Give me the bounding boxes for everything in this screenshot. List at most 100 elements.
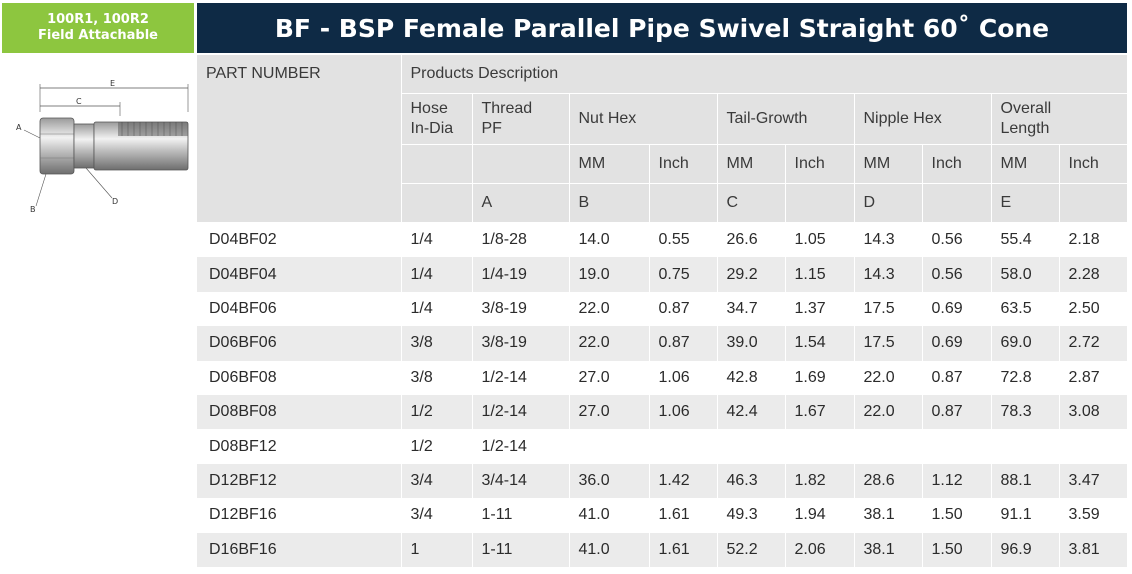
cell-tail-growth-mm: 52.2 — [717, 532, 786, 567]
cell-nut-hex-inch: 1.06 — [649, 360, 718, 395]
header-empty — [401, 183, 473, 223]
cell-overall-length-inch: 2.72 — [1059, 326, 1128, 361]
header-letter-e: E — [991, 183, 1060, 223]
cell-nut-hex-inch: 1.42 — [649, 463, 718, 499]
table-row: D12BF12 3/4 3/4-14 36.0 1.42 46.3 1.82 28.6 1.12… — [197, 463, 1128, 499]
header-letter-b: B — [569, 183, 650, 223]
header-products-description: Products Description — [401, 55, 1128, 94]
cell-thread-pf: 1-11 — [472, 532, 570, 567]
cell-nut-hex-inch: 0.75 — [649, 257, 718, 292]
cell-thread-pf: 1/8-28 — [472, 222, 570, 258]
table-row: D04BF06 1/4 3/8-19 22.0 0.87 34.7 1.37 17.5 0.69… — [197, 291, 1128, 327]
cell-part-number: D04BF04 — [197, 257, 402, 292]
header-letter-c: C — [717, 183, 786, 223]
cell-nipple-hex-inch: 0.56 — [922, 222, 992, 258]
cell-overall-length-mm: 55.4 — [991, 222, 1060, 258]
cell-nut-hex-inch: 1.06 — [649, 394, 718, 430]
cell-nut-hex-mm: 27.0 — [569, 360, 650, 395]
table-row: D12BF16 3/4 1-11 41.0 1.61 49.3 1.94 38.1 1.50 91… — [197, 498, 1128, 533]
header-empty — [1059, 183, 1128, 223]
cell-part-number: D12BF12 — [197, 463, 402, 499]
cell-nipple-hex-inch: 0.69 — [922, 291, 992, 327]
cell-overall-length-inch: 2.18 — [1059, 222, 1128, 258]
cell-nipple-hex-inch — [922, 429, 992, 464]
cell-nut-hex-mm: 27.0 — [569, 394, 650, 430]
header-hose-in-dia: Hose In-Dia — [401, 93, 473, 145]
header-nut-hex-inch: Inch — [649, 144, 718, 184]
cell-overall-length-mm: 72.8 — [991, 360, 1060, 395]
cell-tail-growth-inch: 1.15 — [785, 257, 855, 292]
cell-overall-length-inch: 3.81 — [1059, 532, 1128, 567]
page-title: BF - BSP Female Parallel Pipe Swivel Str… — [197, 3, 1127, 53]
cell-part-number: D12BF16 — [197, 498, 402, 533]
cell-nipple-hex-mm: 22.0 — [854, 360, 923, 395]
cell-hose-in-dia: 3/8 — [401, 326, 473, 361]
cell-nut-hex-inch: 1.61 — [649, 498, 718, 533]
cell-tail-growth-inch: 1.54 — [785, 326, 855, 361]
diagram-label-c: C — [76, 97, 82, 106]
header-nipple-hex-inch: Inch — [922, 144, 992, 184]
cell-nipple-hex-mm: 17.5 — [854, 326, 923, 361]
header-letter-a: A — [472, 183, 570, 223]
cell-tail-growth-mm: 42.8 — [717, 360, 786, 395]
cell-thread-pf: 3/8-19 — [472, 326, 570, 361]
series-badge: 100R1, 100R2 Field Attachable — [2, 3, 194, 53]
diagram-label-b: B — [30, 205, 36, 214]
cell-tail-growth-inch: 1.69 — [785, 360, 855, 395]
header-nipple-hex: Nipple Hex — [854, 93, 992, 145]
cell-tail-growth-inch: 1.05 — [785, 222, 855, 258]
table-row: D06BF08 3/8 1/2-14 27.0 1.06 42.8 1.69 22.0 0.87… — [197, 360, 1128, 395]
cell-thread-pf: 3/8-19 — [472, 291, 570, 327]
cell-nut-hex-mm: 14.0 — [569, 222, 650, 258]
cell-nut-hex-inch — [649, 429, 718, 464]
cell-nipple-hex-mm: 14.3 — [854, 257, 923, 292]
cell-overall-length-inch: 2.87 — [1059, 360, 1128, 395]
cell-overall-length-inch: 3.08 — [1059, 394, 1128, 430]
cell-nipple-hex-mm: 28.6 — [854, 463, 923, 499]
fitting-diagram: E C A B D — [16, 79, 189, 214]
cell-nut-hex-mm — [569, 429, 650, 464]
cell-nut-hex-mm: 19.0 — [569, 257, 650, 292]
cell-part-number: D06BF08 — [197, 360, 402, 395]
cell-hose-in-dia: 3/8 — [401, 360, 473, 395]
badge-line-2: Field Attachable — [37, 28, 158, 43]
cell-nut-hex-mm: 41.0 — [569, 498, 650, 533]
cell-overall-length-mm — [991, 429, 1060, 464]
cell-nipple-hex-inch: 0.87 — [922, 360, 992, 395]
header-tail-growth: Tail-Growth — [717, 93, 855, 145]
cell-tail-growth-inch: 1.37 — [785, 291, 855, 327]
table-row: D04BF02 1/4 1/8-28 14.0 0.55 26.6 1.05 14.3 0.56… — [197, 222, 1128, 258]
header-empty — [401, 144, 473, 184]
cell-thread-pf: 1/2-14 — [472, 394, 570, 430]
header-tail-growth-mm: MM — [717, 144, 786, 184]
header-overall-length: Overall Length — [991, 93, 1128, 145]
cell-nipple-hex-mm: 17.5 — [854, 291, 923, 327]
cell-tail-growth-inch: 1.67 — [785, 394, 855, 430]
table-row: D08BF08 1/2 1/2-14 27.0 1.06 42.4 1.67 22.0 0.87… — [197, 394, 1128, 430]
cell-thread-pf: 3/4-14 — [472, 463, 570, 499]
header-nipple-hex-mm: MM — [854, 144, 923, 184]
header-letter-d: D — [854, 183, 923, 223]
cell-nipple-hex-inch: 0.69 — [922, 326, 992, 361]
table-row: D08BF12 1/2 1/2-14 — [197, 429, 1128, 464]
cell-overall-length-mm: 69.0 — [991, 326, 1060, 361]
cell-thread-pf: 1-11 — [472, 498, 570, 533]
diagram-label-a: A — [16, 123, 22, 132]
cell-nut-hex-mm: 41.0 — [569, 532, 650, 567]
cell-hose-in-dia: 3/4 — [401, 498, 473, 533]
cell-part-number: D04BF02 — [197, 222, 402, 258]
header-empty — [922, 183, 992, 223]
cell-thread-pf: 1/4-19 — [472, 257, 570, 292]
cell-hose-in-dia: 1/2 — [401, 429, 473, 464]
diagram-label-d: D — [112, 197, 118, 206]
cell-thread-pf: 1/2-14 — [472, 360, 570, 395]
cell-tail-growth-mm: 46.3 — [717, 463, 786, 499]
table-row: D06BF06 3/8 3/8-19 22.0 0.87 39.0 1.54 17.5 0.69… — [197, 326, 1128, 361]
header-thread-pf: Thread PF — [472, 93, 570, 145]
cell-nut-hex-inch: 0.87 — [649, 291, 718, 327]
cell-tail-growth-mm: 39.0 — [717, 326, 786, 361]
cell-nut-hex-mm: 22.0 — [569, 291, 650, 327]
header-empty — [649, 183, 718, 223]
specifications-table: PART NUMBER Products Description Hose In-… — [197, 55, 1128, 567]
table-row: D04BF04 1/4 1/4-19 19.0 0.75 29.2 1.15 14.3 0.56… — [197, 257, 1128, 292]
